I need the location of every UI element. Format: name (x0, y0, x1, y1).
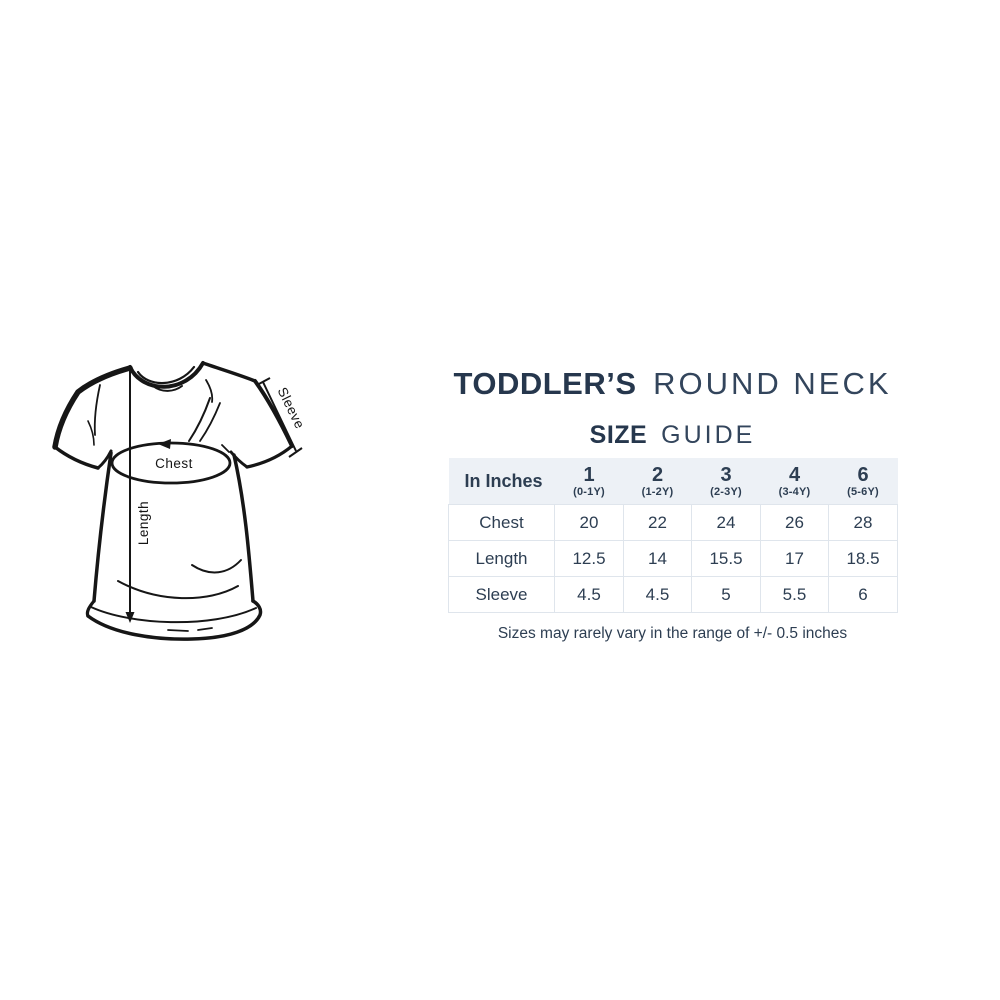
size-number: 4 (788, 463, 801, 486)
sleeve-measure-arrow: Sleeve (256, 377, 307, 458)
measurement-value: 26 (760, 504, 829, 541)
measurement-value: 15.5 (691, 540, 761, 577)
size-column-header: 4 (3-4Y) (760, 458, 829, 505)
measurement-value: 20 (554, 504, 624, 541)
row-label: Chest (448, 504, 555, 541)
measurement-value: 6 (828, 576, 898, 613)
measurement-value: 14 (623, 540, 692, 577)
measurement-value: 24 (691, 504, 761, 541)
chest-measure-ellipse: Chest (110, 439, 232, 485)
title-secondary: ROUND NECK (653, 366, 892, 401)
length-label: Length (136, 501, 151, 545)
measurement-value: 18.5 (828, 540, 898, 577)
size-table: In Inches 1 (0-1Y) 2 (1-2Y) 3 (2-3Y) 4 (… (448, 458, 898, 613)
unit-header-cell: In Inches (448, 458, 555, 505)
measurement-value: 17 (760, 540, 829, 577)
size-number: 6 (857, 463, 869, 486)
size-number: 2 (651, 463, 664, 486)
measurement-value: 4.5 (554, 576, 624, 613)
size-age-range: (0-1Y) (573, 485, 605, 498)
chest-label: Chest (155, 456, 193, 471)
tshirt-outline (52, 361, 294, 641)
measurement-value: 22 (623, 504, 692, 541)
tshirt-crease-lines (87, 379, 242, 600)
header-row: In Inches 1 (0-1Y) 2 (1-2Y) 3 (2-3Y) 4 (… (448, 458, 898, 505)
size-age-range: (1-2Y) (641, 485, 674, 498)
size-table-header: In Inches 1 (0-1Y) 2 (1-2Y) 3 (2-3Y) 4 (… (448, 458, 898, 505)
page-subtitle: SIZE GUIDE (448, 420, 897, 450)
measurement-value: 12.5 (554, 540, 624, 577)
size-age-range: (3-4Y) (778, 485, 811, 498)
size-number: 1 (583, 463, 595, 486)
size-column-header: 3 (2-3Y) (691, 458, 761, 505)
size-age-range: (5-6Y) (847, 485, 879, 498)
title-primary: TODDLER’S (453, 366, 637, 401)
size-column-header: 2 (1-2Y) (623, 458, 692, 505)
table-row-length: Length 12.5 14 15.5 17 18.5 (448, 540, 898, 577)
subtitle-secondary: GUIDE (661, 421, 756, 449)
table-row-sleeve: Sleeve 4.5 4.5 5 5.5 6 (448, 576, 898, 613)
row-label: Length (448, 540, 555, 577)
size-column-header: 1 (0-1Y) (554, 458, 624, 505)
size-table-body: Chest 20 22 24 26 28 Length 12.5 14 15.5… (448, 504, 898, 613)
row-label: Sleeve (448, 576, 555, 613)
measurement-value: 28 (828, 504, 898, 541)
measurement-value: 5 (691, 576, 761, 613)
size-age-range: (2-3Y) (710, 485, 742, 498)
size-number: 3 (720, 463, 732, 486)
measurement-value: 5.5 (760, 576, 829, 613)
tshirt-measurement-diagram: Length Chest Sleeve (52, 361, 307, 641)
table-row-chest: Chest 20 22 24 26 28 (448, 504, 898, 541)
subtitle-primary: SIZE (589, 421, 648, 449)
size-variance-note: Sizes may rarely vary in the range of +/… (497, 625, 848, 642)
length-measure-arrow: Length (125, 369, 151, 623)
measurement-value: 4.5 (623, 576, 692, 613)
size-column-header: 6 (5-6Y) (828, 458, 898, 505)
page-title: TODDLER’S ROUND NECK (448, 366, 897, 402)
